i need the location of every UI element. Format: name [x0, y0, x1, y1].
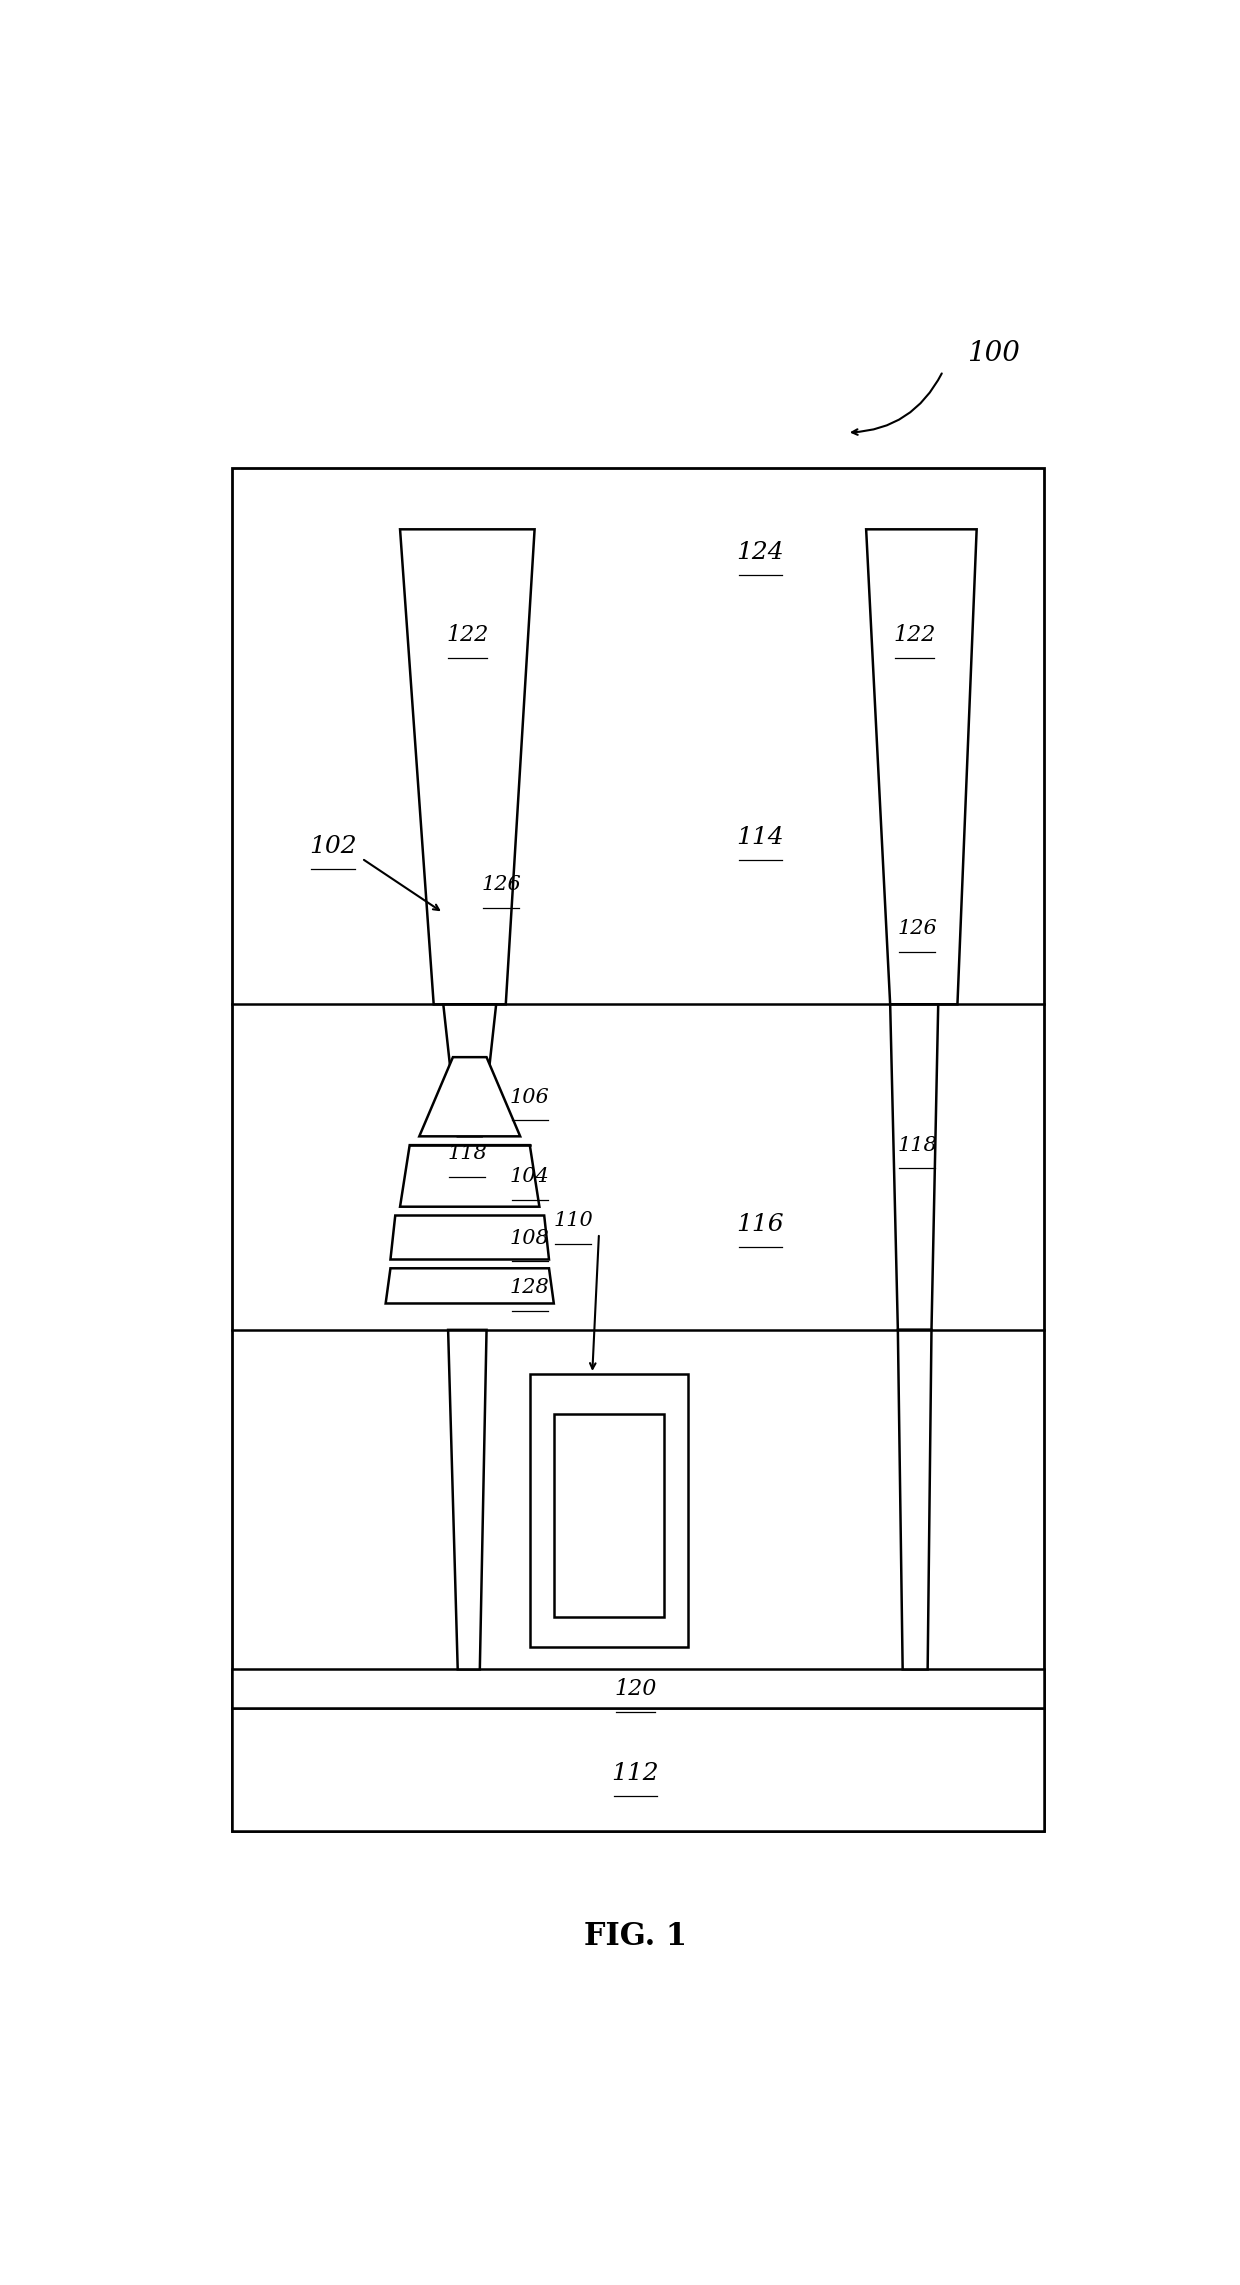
Bar [554, 1414, 665, 1618]
Text: 126: 126 [481, 875, 521, 893]
Polygon shape [448, 1330, 486, 1670]
Text: 112: 112 [611, 1762, 660, 1785]
Text: 108: 108 [510, 1229, 549, 1248]
Text: 114: 114 [737, 825, 784, 848]
Text: 122: 122 [893, 624, 935, 647]
Text: 106: 106 [510, 1088, 549, 1108]
Text: 120: 120 [614, 1677, 657, 1700]
Text: 122: 122 [446, 624, 489, 647]
Polygon shape [401, 530, 534, 1005]
Text: 126: 126 [898, 919, 937, 939]
Polygon shape [444, 1005, 496, 1136]
Bar [232, 468, 1044, 1830]
Text: 116: 116 [737, 1213, 784, 1236]
Text: 124: 124 [737, 542, 784, 564]
Polygon shape [391, 1216, 549, 1259]
Bar [232, 1670, 1044, 1709]
Polygon shape [401, 1145, 539, 1206]
Text: 110: 110 [553, 1211, 593, 1229]
Text: 118: 118 [898, 1136, 937, 1154]
Polygon shape [866, 530, 977, 1005]
Polygon shape [898, 1330, 931, 1670]
Bar [529, 1373, 688, 1647]
Bar [232, 1709, 1044, 1830]
Text: 128: 128 [510, 1277, 549, 1298]
Text: 100: 100 [967, 340, 1021, 368]
Text: 102: 102 [309, 834, 357, 857]
Polygon shape [386, 1268, 554, 1302]
Polygon shape [419, 1058, 521, 1136]
Text: 118: 118 [448, 1145, 487, 1163]
Text: FIG. 1: FIG. 1 [584, 1922, 687, 1951]
Polygon shape [890, 1005, 939, 1330]
Text: 104: 104 [510, 1168, 549, 1186]
